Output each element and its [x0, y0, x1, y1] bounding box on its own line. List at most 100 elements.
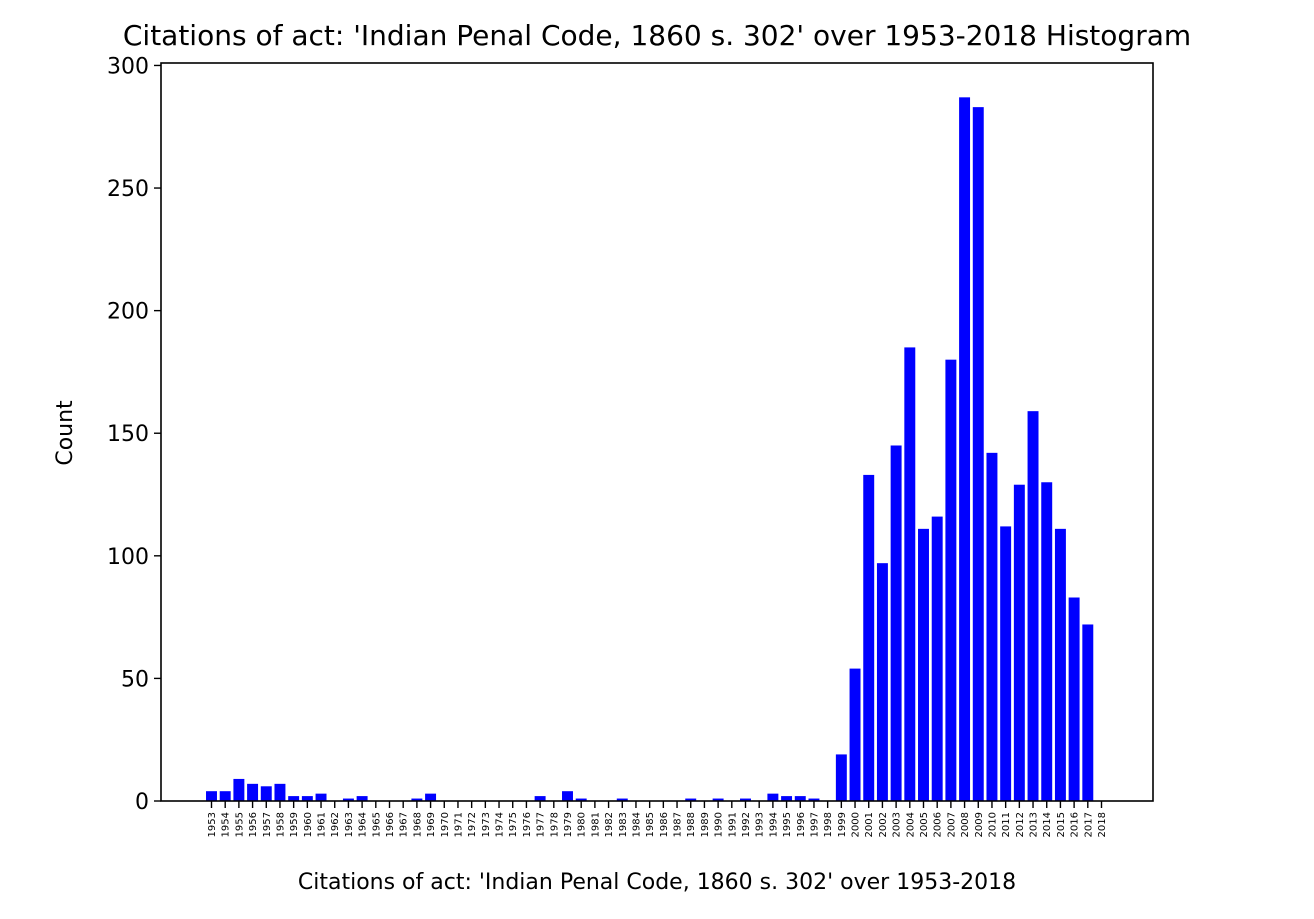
y-tick-label: 0 — [135, 790, 149, 815]
x-tick-label: 1961 — [317, 812, 328, 837]
x-tick-label: 1962 — [330, 812, 341, 837]
bar-2017 — [1082, 624, 1094, 801]
x-tick-label: 2014 — [1042, 812, 1053, 837]
x-tick-label: 1967 — [399, 812, 410, 837]
y-axis-label: Count — [53, 400, 78, 466]
x-tick-label: 1972 — [467, 812, 478, 837]
x-tick-label: 2007 — [946, 812, 957, 837]
bar-1963 — [342, 798, 354, 801]
bar-1983 — [616, 798, 628, 801]
bar-1988 — [685, 798, 697, 801]
x-tick-label: 1981 — [590, 812, 601, 837]
x-tick-label: 1977 — [536, 812, 547, 837]
x-tick-label: 1987 — [673, 812, 684, 837]
x-tick-label: 1991 — [727, 812, 738, 837]
x-tick-label: 1978 — [549, 812, 560, 837]
bar-1992 — [740, 798, 751, 801]
x-tick-label: 2000 — [851, 812, 862, 837]
x-tick-label: 1960 — [303, 812, 314, 837]
x-tick-label: 1959 — [289, 812, 300, 837]
bar-1994 — [767, 793, 779, 801]
x-tick-label: 1955 — [234, 812, 245, 837]
bar-2006 — [931, 516, 943, 801]
y-tick-label: 150 — [107, 422, 149, 447]
x-tick-label: 2002 — [878, 812, 889, 837]
bar-1959 — [288, 796, 300, 801]
bar-2014 — [1041, 482, 1053, 801]
bar-1957 — [260, 786, 272, 801]
x-tick-label: 1964 — [358, 812, 369, 837]
y-tick-label: 300 — [107, 54, 149, 79]
x-tick-label: 1993 — [755, 812, 766, 837]
x-tick-label: 1989 — [700, 812, 711, 837]
x-tick-label: 1957 — [262, 812, 273, 837]
x-tick-label: 2018 — [1097, 812, 1108, 837]
x-tick-label: 1979 — [563, 812, 574, 837]
bar-1956 — [247, 783, 259, 801]
x-tick-label: 1985 — [645, 812, 656, 837]
bar-1955 — [233, 778, 245, 801]
x-tick-label: 1970 — [440, 812, 451, 837]
bar-2003 — [890, 445, 902, 801]
x-tick-label: 1990 — [714, 812, 725, 837]
x-tick-label: 1956 — [248, 812, 259, 837]
x-tick-label: 1996 — [796, 812, 807, 837]
bar-1964 — [356, 796, 368, 801]
x-tick-label: 1953 — [207, 812, 218, 837]
x-tick-label: 2015 — [1056, 812, 1067, 837]
x-tick-label: 1994 — [768, 812, 779, 837]
x-tick-label: 1986 — [659, 812, 670, 837]
x-tick-label: 2009 — [974, 812, 985, 837]
x-axis-label: Citations of act: 'Indian Penal Code, 18… — [298, 870, 1016, 895]
bar-1977 — [534, 796, 546, 801]
bar-2015 — [1054, 528, 1066, 801]
x-tick-label: 1983 — [618, 812, 629, 837]
bar-2009 — [972, 107, 984, 801]
x-tick-label: 1976 — [522, 812, 533, 837]
bar-2016 — [1068, 597, 1080, 801]
bar-2000 — [849, 668, 861, 801]
x-tick-label: 1975 — [508, 812, 519, 837]
y-ticks: 0 50 100 150 200 250 300 — [107, 54, 161, 815]
bar-1961 — [315, 793, 327, 801]
x-tick-label: 1982 — [604, 812, 615, 837]
x-tick-label: 1999 — [837, 812, 848, 837]
x-tick-label: 2010 — [987, 812, 998, 837]
bar-1954 — [219, 791, 231, 801]
x-tick-label: 2006 — [933, 812, 944, 837]
x-tick-label: 1974 — [495, 812, 506, 837]
x-tick-label: 1954 — [221, 812, 232, 837]
x-tick-label: 2016 — [1070, 812, 1081, 837]
x-tick-label: 1969 — [426, 812, 437, 837]
x-tick-label: 1988 — [686, 812, 697, 837]
bar-1995 — [781, 796, 793, 801]
y-tick-label: 100 — [107, 545, 149, 570]
bar-1979 — [562, 791, 573, 801]
x-tick-label: 2008 — [960, 812, 971, 837]
bar-2013 — [1027, 411, 1039, 801]
bar-2004 — [904, 347, 916, 801]
x-tick-label: 1971 — [453, 812, 464, 837]
chart-title: Citations of act: 'Indian Penal Code, 18… — [123, 19, 1191, 52]
x-tick-label: 1968 — [412, 812, 423, 837]
bar-2005 — [918, 528, 929, 801]
x-ticks: 1953 1954 1955 1956 1957 1958 1959 1960 1961 1962… — [207, 801, 1108, 837]
bar-2011 — [1000, 526, 1012, 801]
x-tick-label: 2003 — [892, 812, 903, 837]
bar-1999 — [835, 754, 847, 801]
y-tick-label: 50 — [121, 667, 149, 692]
bar-1968 — [411, 798, 423, 801]
x-tick-label: 2001 — [864, 812, 875, 837]
x-tick-label: 1997 — [809, 812, 820, 837]
x-tick-label: 2012 — [1015, 812, 1026, 837]
bar-1990 — [712, 798, 724, 801]
bar-2012 — [1013, 484, 1025, 801]
x-tick-label: 1966 — [385, 812, 396, 837]
x-tick-label: 2005 — [919, 812, 930, 837]
x-tick-label: 2004 — [905, 812, 916, 837]
bar-2001 — [863, 474, 875, 801]
y-tick-label: 200 — [107, 300, 149, 325]
x-tick-label: 1995 — [782, 812, 793, 837]
x-tick-label: 2017 — [1083, 812, 1094, 837]
